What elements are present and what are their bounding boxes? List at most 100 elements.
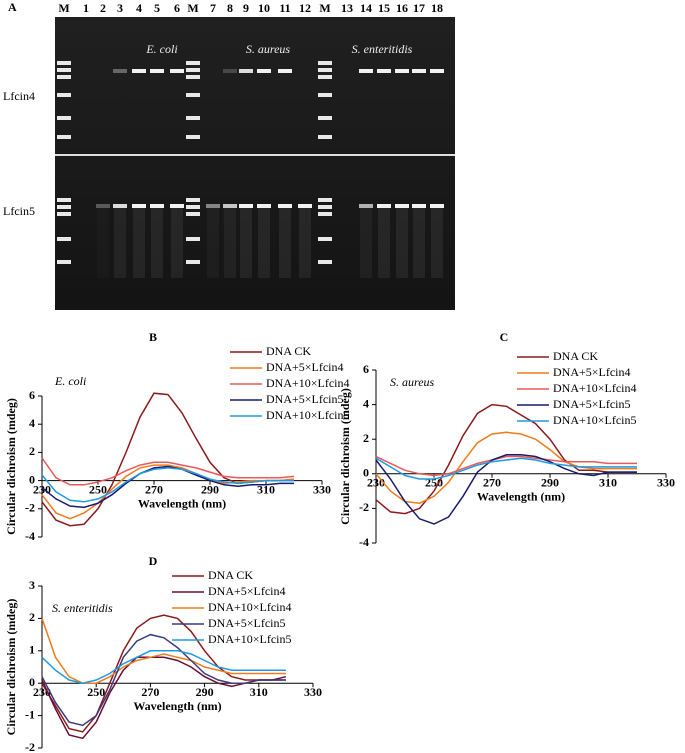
ladder-band xyxy=(318,116,332,120)
legend-label: DNA+10×Lfcin4 xyxy=(208,600,292,614)
gel-band xyxy=(170,69,184,73)
gel-smear xyxy=(360,208,372,278)
cd-line xyxy=(375,454,637,525)
annotation: E. coli xyxy=(54,374,86,388)
legend-label: DNA+5×Lfcin5 xyxy=(208,616,286,630)
ladder-band xyxy=(57,93,71,97)
x-tick-label: 330 xyxy=(304,685,322,699)
ladder-band xyxy=(318,68,332,72)
ladder-band xyxy=(318,212,332,216)
cd-line xyxy=(41,464,295,520)
gel-band xyxy=(170,204,184,208)
y-tick-label: 6 xyxy=(363,362,369,376)
ladder-band xyxy=(57,237,71,241)
cd-line xyxy=(41,465,294,509)
cd-line xyxy=(41,467,294,503)
lane-label: 13 xyxy=(341,1,353,15)
ladder-band xyxy=(186,205,200,209)
y-axis-label: Circular dichroism (mdeg) xyxy=(338,388,352,525)
lane-label: 6 xyxy=(174,1,180,15)
x-tick-label: 310 xyxy=(250,685,268,699)
row-label: Lfcin4 xyxy=(3,89,35,103)
cd-line xyxy=(375,403,637,515)
gel-band xyxy=(223,69,237,73)
ladder-band xyxy=(186,116,200,120)
cd-line xyxy=(41,457,295,486)
ladder-band xyxy=(186,198,200,202)
legend-label: DNA+5×Lfcin4 xyxy=(553,365,631,379)
species-label: S. aureus xyxy=(246,42,291,56)
gel-band xyxy=(113,204,127,208)
y-tick-label: 0 xyxy=(29,675,35,689)
lane-label: 9 xyxy=(243,1,249,15)
cd-line xyxy=(375,455,637,477)
gel-smear xyxy=(151,208,163,278)
ladder-band xyxy=(57,198,71,202)
gel-band xyxy=(278,69,292,73)
gel-band xyxy=(430,204,444,208)
cd-line xyxy=(41,633,286,727)
lane-label: 16 xyxy=(396,1,408,15)
gel-band xyxy=(359,69,373,73)
legend-label: DNA+5×Lfcin5 xyxy=(266,392,344,406)
species-label: E. coli xyxy=(145,42,177,56)
y-tick-label: 2 xyxy=(363,431,369,445)
x-tick-label: 330 xyxy=(313,482,331,496)
x-tick-label: 230 xyxy=(367,476,385,490)
ladder-band xyxy=(186,135,200,139)
gel-smear xyxy=(413,208,425,278)
x-tick-label: 270 xyxy=(141,685,159,699)
gel-smear xyxy=(279,208,291,278)
gel-band xyxy=(359,204,373,208)
x-tick-label: 330 xyxy=(657,476,675,490)
gel-band xyxy=(395,204,409,208)
ladder-band xyxy=(318,135,332,139)
lane-label: 14 xyxy=(360,1,372,15)
ladder-band xyxy=(186,75,200,79)
ladder-band xyxy=(57,260,71,264)
lane-label: 17 xyxy=(413,1,425,15)
legend-label: DNA+10×Lfcin5 xyxy=(553,413,637,427)
y-tick-label: -2 xyxy=(25,740,35,753)
y-tick-label: -4 xyxy=(359,535,369,549)
y-tick-label: 2 xyxy=(29,610,35,624)
gel-smear xyxy=(207,208,219,278)
x-axis-label: Wavelength (nm) xyxy=(477,490,565,504)
gel-band xyxy=(239,69,253,73)
gel-smear xyxy=(114,208,126,278)
gel-band xyxy=(150,204,164,208)
ladder-band xyxy=(318,93,332,97)
gel-band xyxy=(278,204,292,208)
cd-line xyxy=(41,650,286,684)
lane-label: 8 xyxy=(227,1,233,15)
ladder-band xyxy=(57,75,71,79)
gel-smear xyxy=(240,208,252,278)
ladder-band xyxy=(57,61,71,65)
gel-band xyxy=(412,69,426,73)
gel-band xyxy=(395,69,409,73)
ladder-band xyxy=(318,260,332,264)
legend-label: DNA+5×Lfcin5 xyxy=(553,397,631,411)
lane-label: M xyxy=(58,1,69,15)
lane-label: M xyxy=(187,1,198,15)
lane-label: 18 xyxy=(431,1,443,15)
gel-band xyxy=(113,69,127,73)
gel-band xyxy=(150,69,164,73)
annotation: S. aureus xyxy=(390,375,435,389)
y-tick-label: 2 xyxy=(29,444,35,458)
lane-label: 11 xyxy=(279,1,290,15)
y-tick-label: 0 xyxy=(29,472,35,486)
y-tick-label: -2 xyxy=(25,501,35,515)
ladder-band xyxy=(318,75,332,79)
lane-label: 7 xyxy=(210,1,216,15)
lane-label: 2 xyxy=(100,1,106,15)
gel-smear xyxy=(97,208,109,278)
cd-line xyxy=(375,457,637,480)
y-tick-label: 1 xyxy=(29,643,35,657)
legend-label: DNA+10×Lfcin4 xyxy=(553,381,637,395)
legend-label: DNA+10×Lfcin5 xyxy=(266,408,350,422)
lane-label: M xyxy=(319,1,330,15)
lane-label: 4 xyxy=(136,1,142,15)
ladder-band xyxy=(57,205,71,209)
